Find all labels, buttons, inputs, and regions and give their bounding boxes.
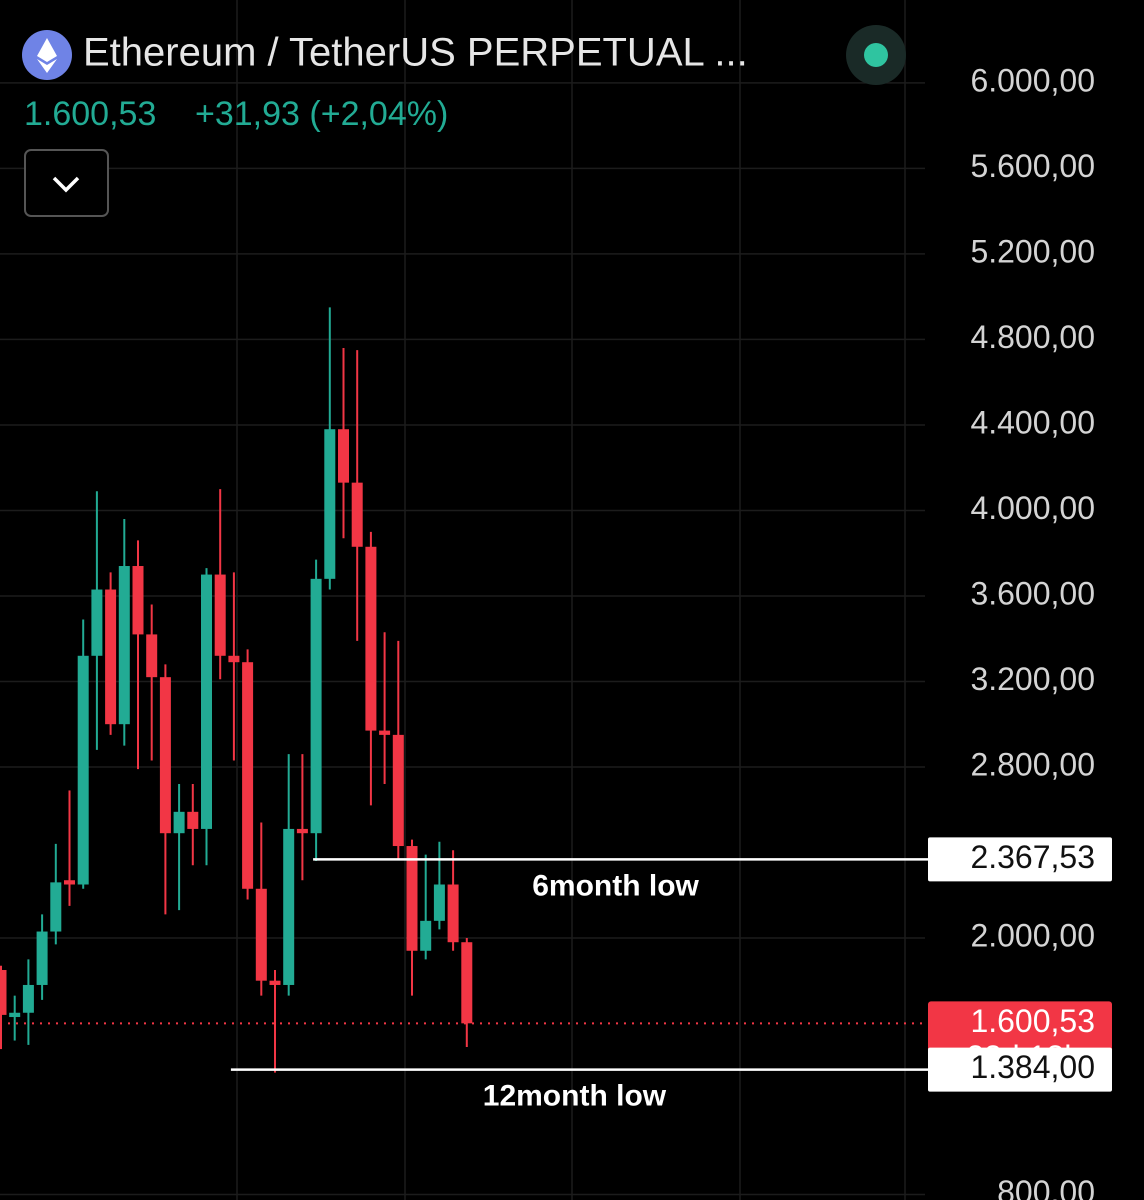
level-box bbox=[928, 1047, 1112, 1092]
plot: 800,00 2.000,00 2.800,00 3.200,00 3.600,00 4.… bbox=[0, 62, 1112, 1200]
candle-body bbox=[433, 884, 445, 921]
candle-body bbox=[64, 880, 75, 885]
candle-body bbox=[228, 655, 240, 663]
y-tick-label: 3.200,00 bbox=[970, 661, 1095, 697]
last-price-label: 1.600,53 bbox=[970, 1003, 1095, 1039]
y-tick-label: 2.000,00 bbox=[970, 917, 1095, 953]
candle-body bbox=[406, 846, 418, 951]
status-dot bbox=[864, 43, 888, 67]
y-tick-label: 6.000,00 bbox=[970, 62, 1095, 98]
header: Ethereum / TetherUS PERPETUAL ... 1.600,… bbox=[22, 25, 906, 217]
candle-body bbox=[118, 566, 130, 725]
candle-body bbox=[50, 882, 62, 932]
candle-body bbox=[173, 811, 185, 834]
candle-body bbox=[91, 589, 103, 656]
candle-body bbox=[146, 634, 158, 678]
candle-body bbox=[379, 730, 391, 735]
level-value-label: 1.384,00 bbox=[970, 1049, 1095, 1085]
candle-body bbox=[9, 1012, 21, 1018]
candle-body bbox=[159, 677, 171, 834]
candle-body bbox=[132, 566, 144, 635]
candle-body bbox=[420, 920, 432, 951]
candle-body bbox=[105, 589, 117, 725]
price: 1.600,53 bbox=[24, 95, 156, 133]
candle-body bbox=[283, 828, 295, 985]
candle-body bbox=[269, 980, 281, 985]
candle-body bbox=[296, 828, 308, 834]
level-annotation: 12month low bbox=[483, 1080, 667, 1113]
level-box bbox=[928, 837, 1112, 882]
candle-body bbox=[214, 574, 226, 656]
candle-body bbox=[324, 429, 336, 579]
candle-body bbox=[36, 931, 48, 985]
y-tick-label: 3.600,00 bbox=[970, 575, 1095, 611]
candle-body bbox=[447, 884, 459, 943]
candle-body bbox=[461, 942, 473, 1024]
candle-body bbox=[0, 970, 7, 1015]
candle-body bbox=[187, 811, 199, 829]
eth-logo bbox=[37, 38, 57, 73]
candle-body bbox=[351, 482, 363, 547]
level-value-label: 2.367,53 bbox=[970, 839, 1095, 875]
y-tick-label: 2.800,00 bbox=[970, 746, 1095, 782]
y-tick-label: 4.000,00 bbox=[970, 490, 1095, 526]
dropdown-button[interactable] bbox=[24, 149, 109, 217]
y-tick-label: 4.800,00 bbox=[970, 319, 1095, 355]
price-change: +31,93 (+2,04%) bbox=[195, 95, 448, 133]
symbol: Ethereum / TetherUS PERPETUAL ... bbox=[83, 31, 748, 75]
candle-body bbox=[201, 574, 212, 829]
candle-body bbox=[242, 662, 254, 889]
y-tick-label: 5.200,00 bbox=[970, 233, 1095, 269]
candle-body bbox=[22, 984, 34, 1013]
candle-body bbox=[338, 429, 349, 483]
vertical-grid bbox=[236, 0, 906, 1200]
chevron bbox=[52, 176, 80, 193]
candle-body bbox=[310, 578, 322, 834]
y-tick-label: 4.400,00 bbox=[970, 404, 1095, 440]
y-tick-label: 5.600,00 bbox=[970, 148, 1095, 184]
candle-body bbox=[77, 655, 89, 885]
candle-body bbox=[365, 546, 377, 731]
candle-body bbox=[255, 888, 267, 981]
y-tick-label: 800,00 bbox=[997, 1174, 1095, 1200]
candle-body bbox=[392, 734, 404, 847]
level-annotation: 6month low bbox=[532, 869, 699, 902]
